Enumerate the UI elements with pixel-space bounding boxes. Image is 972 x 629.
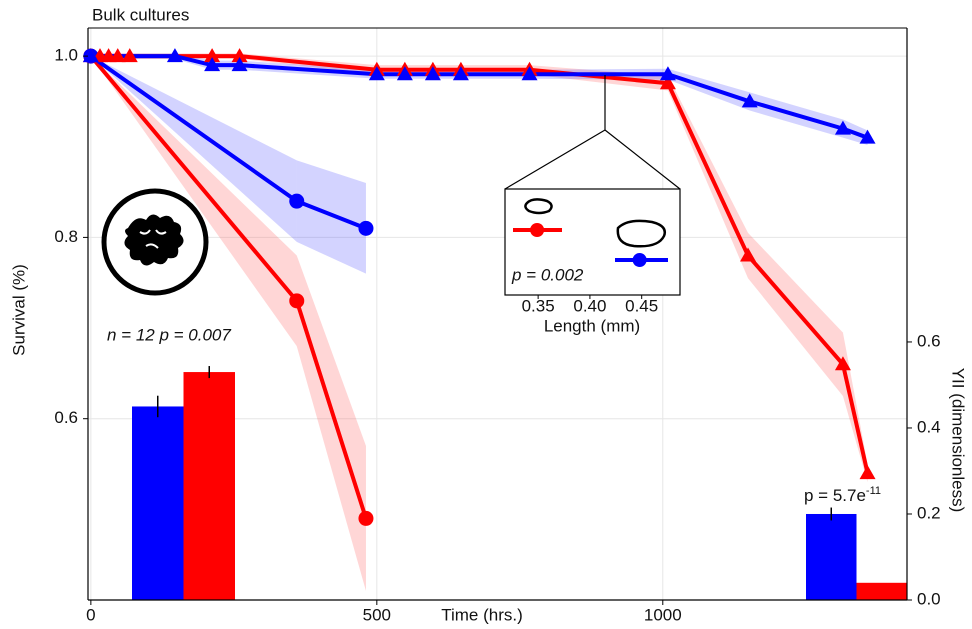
y2-tick-label: 0.6	[917, 331, 941, 350]
marker	[204, 48, 221, 63]
marker	[289, 293, 305, 309]
y-tick-label: 0.6	[54, 408, 78, 427]
marker	[659, 66, 676, 81]
inset-box	[504, 188, 681, 296]
shape-large	[616, 219, 666, 248]
bar	[806, 513, 857, 600]
marker	[452, 66, 469, 81]
inset-marks: 0.35 0.40 0.45	[522, 223, 658, 315]
marker	[396, 66, 413, 81]
callout-line	[604, 129, 681, 190]
marker	[166, 48, 183, 63]
bands	[90, 53, 868, 591]
marker	[741, 93, 758, 108]
annotation-text: p = 5.7e	[804, 486, 866, 505]
marker	[358, 510, 374, 526]
shape-small	[524, 198, 553, 215]
marker	[424, 66, 441, 81]
markers	[82, 48, 876, 526]
error-band	[296, 160, 366, 274]
error-band	[90, 56, 297, 242]
bar-annotation: p = 5.7e-11	[804, 485, 881, 506]
marker	[368, 66, 385, 81]
y2-tick-label: 0.2	[917, 503, 941, 522]
inset-tick-label: 0.40	[573, 296, 606, 315]
y-axis-label: Survival (%)	[9, 264, 28, 356]
inset-marker	[530, 223, 545, 237]
bar	[183, 372, 235, 600]
y2-axis-label: YII (dimensionless)	[949, 368, 968, 513]
marker	[231, 48, 248, 63]
marker	[834, 120, 851, 135]
icon-blob	[124, 214, 184, 266]
marker	[289, 193, 305, 209]
inset-tick-label: 0.45	[625, 296, 658, 315]
error-band	[748, 232, 843, 397]
marker	[859, 129, 876, 144]
x-tick-label: 0	[86, 605, 95, 624]
error-band	[90, 56, 297, 347]
marker	[659, 75, 676, 90]
inset: p = 0.002 Length (mm)	[504, 75, 681, 335]
inset-annotation: p = 0.002	[511, 265, 584, 284]
marker	[521, 66, 538, 81]
culture-icon	[101, 188, 209, 296]
inset-marker	[632, 253, 647, 267]
marker	[109, 48, 126, 63]
inset-tick-label: 0.35	[522, 296, 555, 315]
x-tick-label: 1000	[644, 605, 682, 624]
marker	[358, 220, 374, 236]
bar-annotation: n = 12 p = 0.007	[107, 325, 231, 344]
marker	[859, 465, 876, 480]
annotation-superscript: -11	[866, 485, 881, 497]
chart-title: Bulk cultures	[92, 5, 189, 24]
marker	[834, 356, 851, 371]
marker	[231, 57, 248, 72]
marker	[204, 57, 221, 72]
marker	[82, 48, 99, 63]
x-tick-label: 500	[363, 605, 391, 624]
inset-x-label: Length (mm)	[544, 316, 640, 335]
y2-tick-label: 0.0	[917, 589, 941, 608]
error-band	[296, 255, 366, 591]
y-tick-label: 1.0	[54, 46, 78, 65]
callout-line	[504, 129, 606, 190]
y-tick-label: 0.8	[54, 227, 78, 246]
y2-tick-label: 0.4	[917, 417, 941, 436]
bar	[856, 582, 907, 600]
marker	[121, 48, 138, 63]
icon-detail	[139, 229, 167, 249]
x-axis-label: Time (hrs.)	[441, 605, 523, 624]
bar	[132, 406, 184, 600]
marker	[740, 247, 757, 262]
bars	[132, 366, 907, 600]
